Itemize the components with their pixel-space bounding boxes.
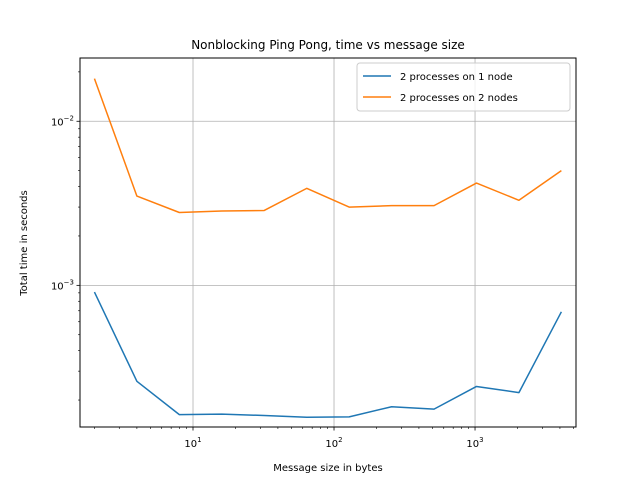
y-tick-label: 10−2 (51, 114, 74, 128)
chart-title: Nonblocking Ping Pong, time vs message s… (191, 38, 465, 52)
series-line-2 (93, 78, 562, 214)
legend-box (356, 62, 571, 112)
legend-label: 2 processes on 1 node (400, 72, 513, 83)
series-layer (93, 78, 563, 419)
x-tick-label: 102 (325, 436, 342, 450)
x-tick-label: 103 (466, 436, 483, 450)
y-tick-label: 10−3 (51, 278, 74, 292)
grid (80, 58, 576, 427)
legend-label: 2 processes on 2 nodes (400, 93, 518, 104)
x-tick-label: 101 (184, 436, 201, 450)
ticks: 101 102 103 10−3 10−2 (51, 71, 574, 450)
legend: 2 processes on 1 node 2 processes on 2 no… (356, 62, 571, 112)
y-axis-label: Total time in seconds (19, 190, 30, 296)
x-axis-label: Message size in bytes (273, 463, 382, 474)
series-line-1 (93, 291, 563, 419)
plot-frame (79, 57, 577, 428)
